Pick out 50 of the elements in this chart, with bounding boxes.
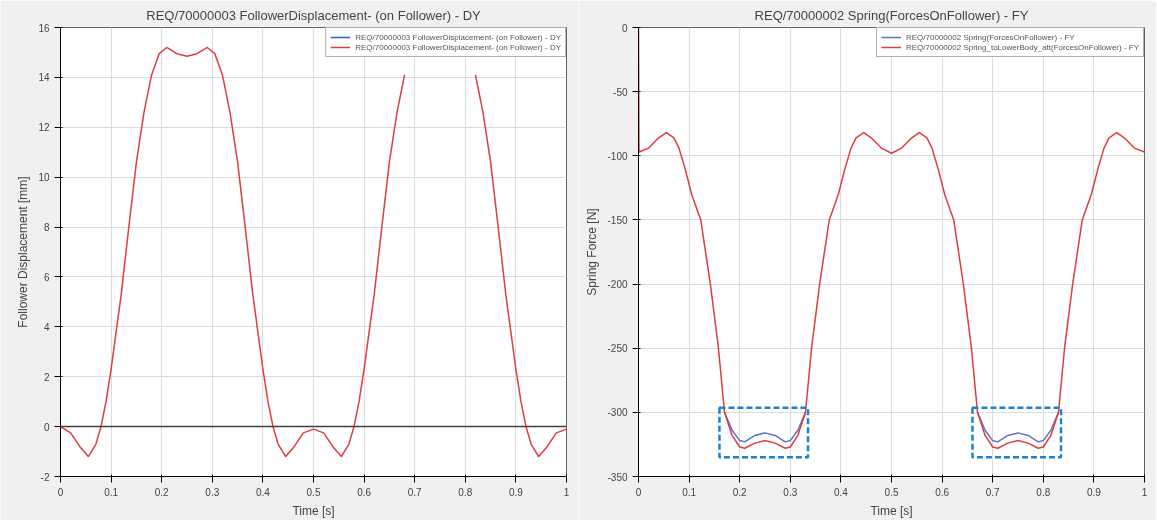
x-tick-label: 0 [635, 486, 642, 498]
y-tick-label: -300 [607, 407, 628, 419]
x-tick-label: 0.9 [1086, 486, 1102, 498]
x-tick-label: 0.4 [833, 486, 849, 498]
x-tick-label: 0.3 [783, 486, 798, 498]
x-tick-label: 0.9 [508, 486, 524, 498]
x-tick-label: 0.1 [682, 486, 697, 498]
x-tick-label: 0.6 [935, 486, 950, 498]
x-tick-label: 0.2 [732, 486, 748, 498]
x-tick-label: 0.8 [458, 486, 473, 498]
x-tick-label: 0.1 [104, 486, 119, 498]
y-tick-label: 4 [43, 321, 50, 333]
y-tick-label: -100 [607, 150, 628, 162]
y-tick-label: -200 [607, 279, 628, 291]
y-tick-label: -50 [613, 86, 628, 98]
y-axis-title: Follower Displacement [mm] [16, 176, 31, 328]
x-tick-label: 0.8 [1036, 486, 1051, 498]
x-tick-label: 1 [563, 486, 570, 498]
chart-title: REQ/70000003 FollowerDisplacement- (on Follower) - DY [146, 7, 482, 23]
y-tick-label: 16 [38, 22, 50, 34]
y-tick-label: 0 [621, 22, 628, 34]
legend-label: REQ/70000003 FollowerDisplacement- (on Follower) - DY [355, 42, 561, 52]
y-tick-label: 12 [38, 122, 50, 134]
x-axis-title: Time [s] [292, 503, 335, 518]
x-tick-label: 0.6 [357, 486, 372, 498]
x-tick-label: 0.4 [255, 486, 271, 498]
y-tick-label: 0 [43, 421, 50, 433]
y-tick-label: -150 [607, 214, 628, 226]
y-tick-label: 8 [43, 222, 50, 234]
x-tick-label: 0.5 [306, 486, 321, 498]
legend-label: REQ/70000002 Spring_toLowerBody_att(ForcesOnFollower) - FY [906, 42, 1139, 52]
chart-title: REQ/70000002 Spring(ForcesOnFollower) - FY [754, 7, 1029, 23]
y-axis-title: Spring Force [N] [585, 208, 600, 296]
legend-label: REQ/70000003 FollowerDisplacement- (on Follower) - DY [355, 32, 561, 42]
x-tick-label: 0 [57, 486, 64, 498]
x-tick-label: 0.5 [884, 486, 899, 498]
y-tick-label: -2 [40, 471, 50, 483]
y-tick-label: 10 [38, 172, 50, 184]
y-tick-label: -350 [607, 471, 628, 483]
x-tick-label: 0.7 [407, 486, 423, 498]
y-tick-label: 2 [43, 371, 50, 383]
y-tick-label: 14 [38, 72, 50, 84]
y-tick-label: -250 [607, 343, 628, 355]
x-tick-label: 0.7 [985, 486, 1001, 498]
legend-label: REQ/70000002 Spring(ForcesOnFollower) - FY [906, 32, 1075, 42]
x-tick-label: 1 [1141, 486, 1148, 498]
x-tick-label: 0.3 [205, 486, 220, 498]
x-axis-title: Time [s] [870, 503, 913, 518]
x-tick-label: 0.2 [154, 486, 170, 498]
y-tick-label: 6 [43, 271, 50, 283]
